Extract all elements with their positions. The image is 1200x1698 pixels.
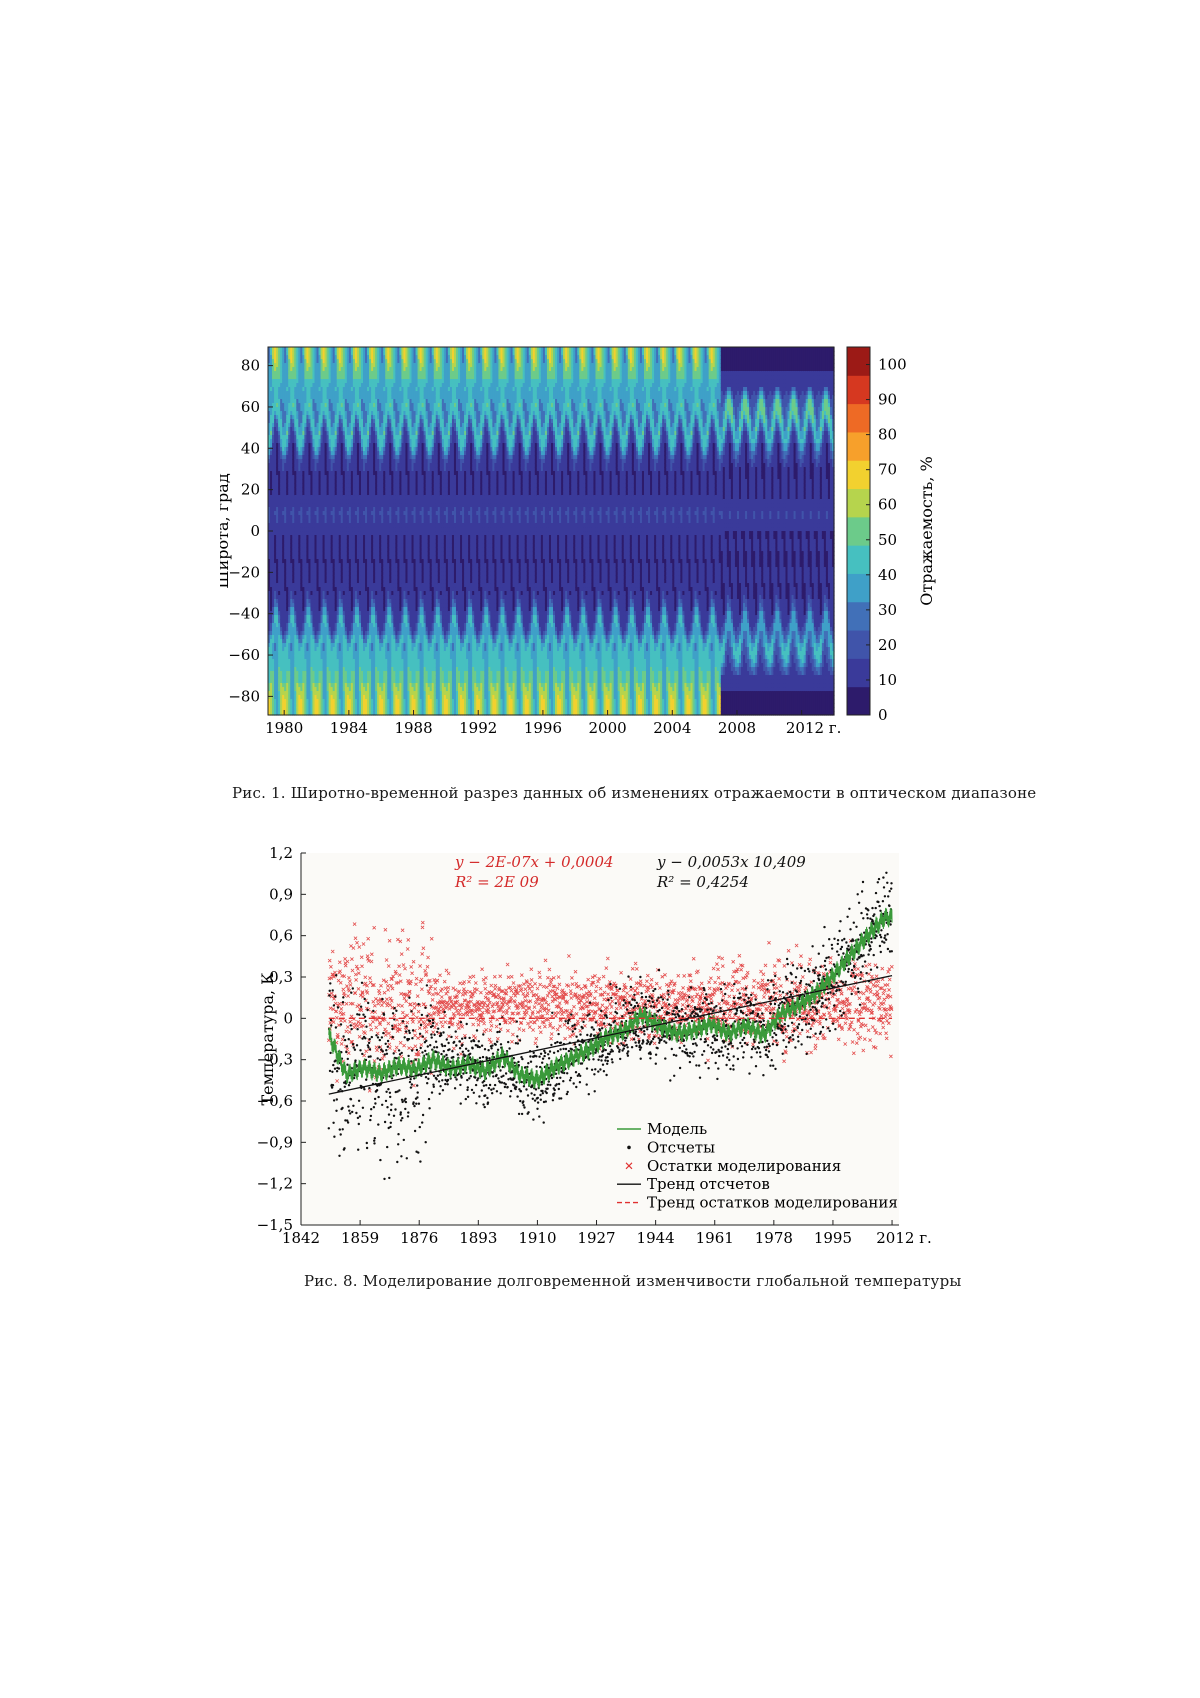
- heatmap-chart: 198019841988199219962000200420082012 г.8…: [220, 345, 1020, 765]
- figure-1-heatmap: 198019841988199219962000200420082012 г.8…: [220, 345, 1020, 765]
- heatmap-cells: [268, 347, 835, 716]
